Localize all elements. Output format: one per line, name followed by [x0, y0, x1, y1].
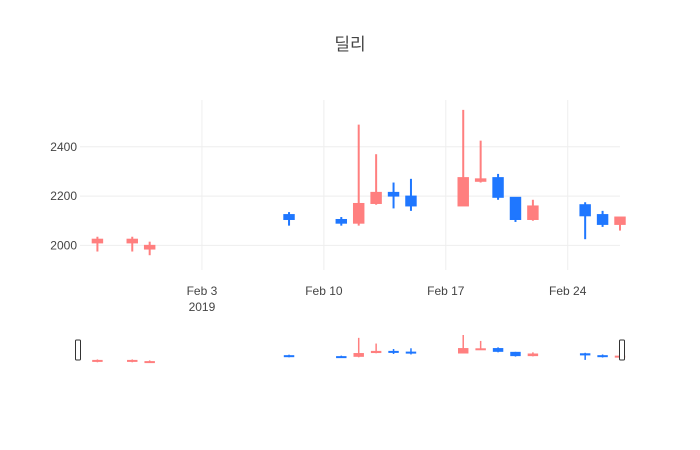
slider-candle: [370, 343, 382, 354]
x-tick-label: Feb 3: [187, 284, 218, 298]
candle-body: [579, 204, 591, 217]
candle: [614, 216, 626, 231]
candle-body: [126, 238, 138, 244]
slider-candle: [527, 352, 539, 357]
candle: [143, 241, 156, 256]
slider-candle: [405, 348, 417, 355]
slider-candle: [283, 354, 295, 358]
candle: [335, 217, 348, 226]
range-slider-left-handle[interactable]: [75, 339, 81, 361]
slider-candle: [475, 340, 486, 351]
candle-body: [370, 191, 382, 204]
y-tick-label: 2000: [50, 238, 77, 252]
slider-candle: [336, 355, 347, 359]
candle-body: [492, 177, 504, 198]
candle: [91, 236, 104, 252]
range-slider-right-handle[interactable]: [619, 339, 625, 361]
slider-candle: [388, 349, 399, 354]
slider-candle: [92, 359, 103, 363]
slider-candle-body: [579, 353, 591, 356]
candle: [474, 140, 487, 183]
slider-candle-body: [597, 355, 608, 358]
candle: [370, 154, 382, 205]
candle-body: [283, 214, 295, 220]
slider-candle: [144, 360, 155, 364]
slider-candle-body: [475, 348, 486, 351]
slider-candle-body: [127, 359, 138, 362]
candle: [579, 202, 591, 240]
candle: [387, 182, 400, 209]
candle-body: [143, 244, 156, 250]
x-tick-label: Feb 10: [305, 284, 343, 298]
candle-body: [457, 177, 469, 207]
slider-candle-body: [370, 350, 382, 354]
slider-candle: [458, 335, 469, 354]
candle: [405, 178, 417, 211]
candle-body: [91, 238, 104, 244]
y-tick-label: 2400: [50, 140, 77, 154]
gridlines: [80, 100, 620, 270]
slider-candle-body: [283, 355, 295, 358]
candle-body: [596, 214, 609, 225]
x-tick-label: Feb 17: [427, 284, 465, 298]
x-tick-year-label: 2019: [189, 300, 216, 314]
x-tick-label: Feb 24: [549, 284, 587, 298]
slider-candle-body: [92, 359, 103, 362]
slider-candle: [579, 352, 591, 360]
candle-body: [474, 178, 487, 182]
candle-body: [527, 205, 539, 220]
slider-candle: [127, 359, 138, 363]
slider-candle-body: [336, 356, 347, 359]
candle-body: [614, 216, 626, 225]
candle: [126, 236, 138, 252]
slider-candle: [492, 347, 504, 353]
candle: [527, 199, 539, 221]
candle-body: [335, 218, 348, 224]
slider-candle-body: [388, 350, 399, 353]
slider-candle: [510, 351, 521, 357]
slider-candle: [353, 337, 364, 358]
slider-candle-body: [492, 348, 504, 352]
candle: [492, 173, 504, 200]
y-tick-label: 2200: [50, 189, 77, 203]
candle-body: [387, 191, 400, 197]
x-axis-ticks: Feb 3 2019 Feb 10 Feb 17 Feb 24: [187, 284, 587, 314]
candle: [283, 212, 295, 226]
candle: [596, 210, 609, 227]
candles: [91, 109, 626, 256]
candle-body: [405, 195, 417, 207]
candle-body: [352, 202, 365, 224]
candle: [457, 109, 469, 207]
slider-candle-body: [353, 353, 364, 357]
candle: [509, 196, 522, 222]
y-axis-ticks: 2000 2200 2400: [50, 140, 77, 253]
candle: [352, 124, 365, 226]
slider-candle: [597, 354, 608, 358]
chart-title: 딜리: [334, 35, 365, 55]
slider-candle-body: [144, 361, 155, 364]
slider-candle-body: [510, 351, 521, 357]
slider-candle-body: [458, 348, 469, 354]
range-slider[interactable]: [75, 335, 626, 364]
slider-candle-body: [527, 353, 539, 357]
candle-body: [509, 196, 522, 220]
slider-candle-body: [405, 351, 417, 354]
